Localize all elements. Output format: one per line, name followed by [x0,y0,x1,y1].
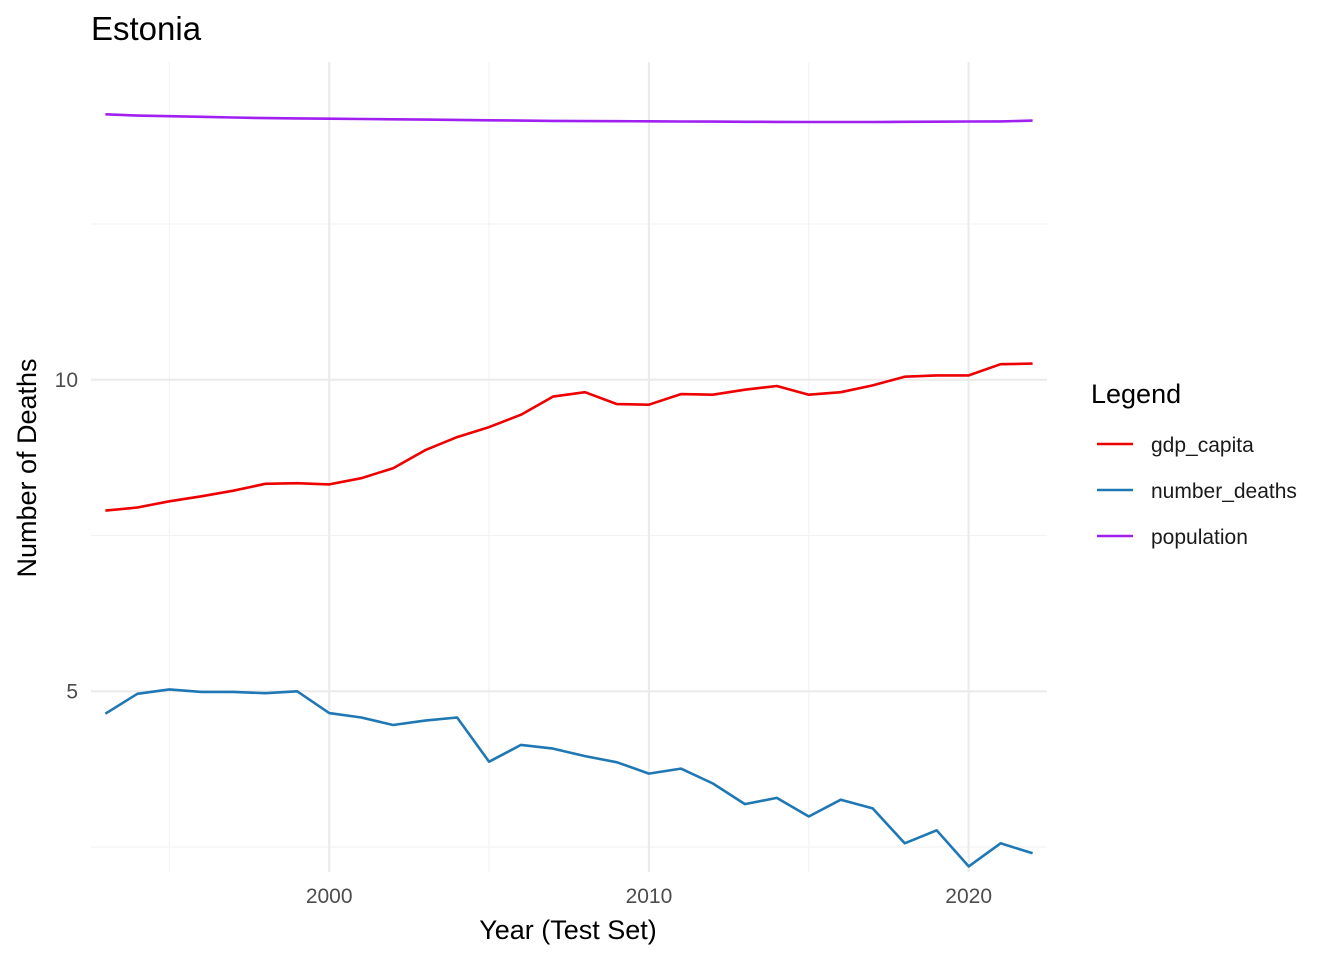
x-axis-title: Year (Test Set) [479,915,657,945]
x-tick-label: 2020 [945,885,992,908]
y-tick-label: 5 [66,680,78,703]
population-line [105,113,1033,124]
chart-title: Estonia [91,10,202,47]
legend-title: Legend [1091,379,1181,409]
series-lines [104,113,1033,868]
y-axis-ticks: 5 10 [55,369,78,704]
x-tick-label: 2010 [626,885,673,908]
legend-label-gdp_capita: gdp_capita [1151,434,1254,457]
legend-label-number_deaths: number_deaths [1151,480,1297,503]
y-axis-title: Number of Deaths [12,358,42,577]
y-tick-label: 10 [55,369,78,392]
legend: Legend gdp_capita number_deaths population [1091,379,1297,549]
x-axis-ticks: 2000 2010 2020 [306,885,992,908]
legend-label-population: population [1151,526,1248,549]
plot-grid [91,62,1047,872]
gdp_capita-line [105,362,1033,512]
number_deaths-line [104,688,1033,868]
x-tick-label: 2000 [306,885,353,908]
